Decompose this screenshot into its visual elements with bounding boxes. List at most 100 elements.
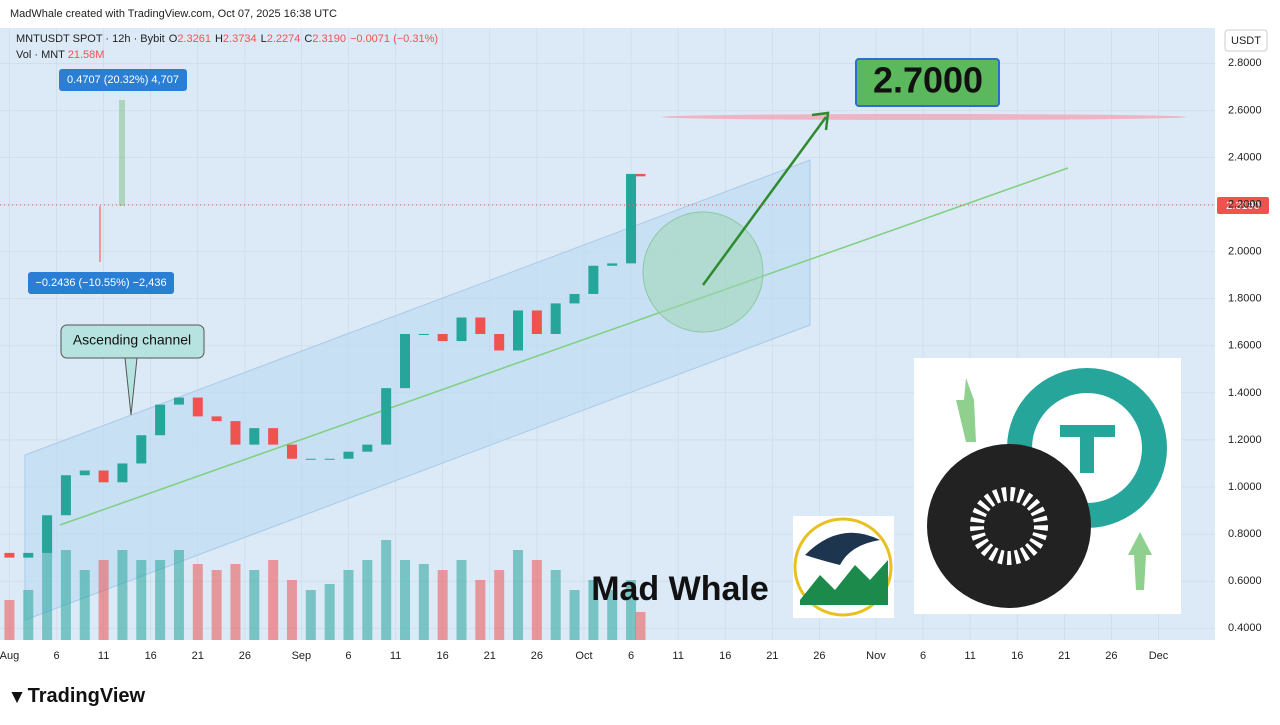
measure-up-label: 0.4707 (20.32%) 4,707: [67, 74, 179, 86]
volume-bar: [456, 560, 467, 640]
volume-bar: [98, 560, 109, 640]
candle-body: [268, 428, 279, 445]
candle-body: [569, 293, 580, 304]
y-tick-label: 2.2000: [1228, 198, 1262, 210]
currency[interactable]: USDT: [1231, 35, 1261, 47]
candle-body: [23, 552, 34, 558]
brand: ▾ TradingView: [11, 685, 145, 707]
volume-bar: [418, 564, 429, 640]
volume-bar: [400, 560, 410, 640]
last-price: 2.3190: [1226, 200, 1260, 212]
candle-body: [249, 428, 260, 445]
volume-bar: [305, 590, 316, 640]
volume-bar: [155, 560, 166, 640]
candle-body: [117, 463, 128, 483]
volume-bar: [60, 550, 71, 640]
x-tick-label: 26: [1105, 650, 1117, 662]
volume-bar: [343, 570, 354, 640]
volume-bar: [173, 550, 184, 640]
volume-bar: [531, 560, 542, 640]
candle-body: [362, 444, 373, 452]
candle-body: [305, 458, 316, 460]
ohlc-key: L: [261, 33, 267, 45]
x-tick-label: 6: [345, 650, 351, 662]
x-tick-label: 26: [813, 650, 825, 662]
trend-line: [59, 167, 1069, 526]
target-zone: [642, 211, 764, 333]
x-tick-label: 21: [484, 650, 496, 662]
y-tick-label: 0.8000: [1228, 528, 1262, 540]
candle-body: [550, 303, 561, 334]
candle-body: [513, 310, 524, 351]
candle-body: [155, 404, 166, 436]
candle-body: [343, 451, 354, 459]
measure-up-box: [59, 69, 187, 91]
x-tick-label: 26: [531, 650, 543, 662]
change: −0.0071 (−0.31%): [350, 33, 438, 45]
symbol: MNTUSDT SPOT · 12h · Bybit: [16, 33, 165, 45]
ohlc-key: C: [304, 33, 312, 45]
candle-body: [607, 263, 618, 266]
whale-logo: [793, 516, 894, 618]
volume-bar: [211, 570, 222, 640]
volume-bar: [437, 570, 448, 640]
footer: [0, 668, 1280, 725]
y-tick-label: 0.4000: [1228, 622, 1262, 634]
x-tick-label: Nov: [866, 650, 886, 662]
volume-bar: [117, 550, 128, 640]
last-price-box: [1217, 197, 1269, 214]
candle-body: [635, 173, 646, 177]
measure-down-box: [28, 272, 174, 294]
ascending-channel: [24, 159, 811, 621]
volume-bar: [42, 520, 53, 640]
x-tick-label: 16: [437, 650, 449, 662]
brand-text: TradingView: [28, 685, 146, 707]
y-tick-label: 1.8000: [1228, 293, 1262, 305]
candle-body: [136, 435, 147, 464]
candle-body: [286, 444, 297, 459]
candle-body: [494, 334, 505, 351]
target-band: [662, 114, 1186, 120]
candle-body: [456, 317, 467, 342]
volume-label: Vol · MNT: [16, 49, 65, 61]
x-tick-label: Aug: [0, 650, 19, 662]
x-tick-label: 21: [766, 650, 778, 662]
y-tick-label: 1.6000: [1228, 340, 1262, 352]
y-tick-label: 1.2000: [1228, 434, 1262, 446]
x-tick-label: 11: [98, 650, 109, 662]
series: [4, 173, 646, 640]
candle-body: [475, 317, 486, 334]
ohlc-value: 2.2274: [267, 33, 301, 45]
volume-legend: Vol · MNT 21.58M: [16, 49, 104, 61]
volume-bar: [475, 580, 486, 640]
volume-bar: [268, 560, 279, 640]
target-label: 2.7000: [873, 60, 983, 101]
volume-bar: [569, 590, 580, 640]
volume-bar: [324, 584, 335, 640]
symbol-legend: MNTUSDT SPOT · 12h · Bybit O2.3261 H2.3734…: [16, 33, 438, 45]
candle-body: [79, 470, 90, 476]
volume-bar: [249, 570, 260, 640]
token-logos: [914, 358, 1181, 614]
volume-bar: [513, 550, 524, 640]
x-tick-label: 6: [53, 650, 59, 662]
candle-body: [531, 310, 542, 334]
volume-bar: [286, 580, 297, 640]
x-tick-label: Oct: [575, 650, 592, 662]
candle-body: [4, 552, 15, 558]
x-tick-label: 16: [1011, 650, 1023, 662]
volume-value: 21.58M: [68, 49, 105, 61]
volume-bar: [381, 540, 392, 640]
x-tick-label: 6: [628, 650, 634, 662]
ohlc-value: 2.3261: [177, 33, 211, 45]
candle-body: [626, 173, 637, 264]
currency-button[interactable]: [1224, 29, 1268, 52]
candle-body: [98, 470, 109, 483]
ohlc-key: H: [215, 33, 223, 45]
x-tick-label: 16: [719, 650, 731, 662]
candle-body: [60, 475, 71, 516]
ohlc-key: O: [169, 33, 178, 45]
watermark: Mad Whale: [591, 570, 769, 608]
y-tick-label: 2.6000: [1228, 104, 1262, 116]
